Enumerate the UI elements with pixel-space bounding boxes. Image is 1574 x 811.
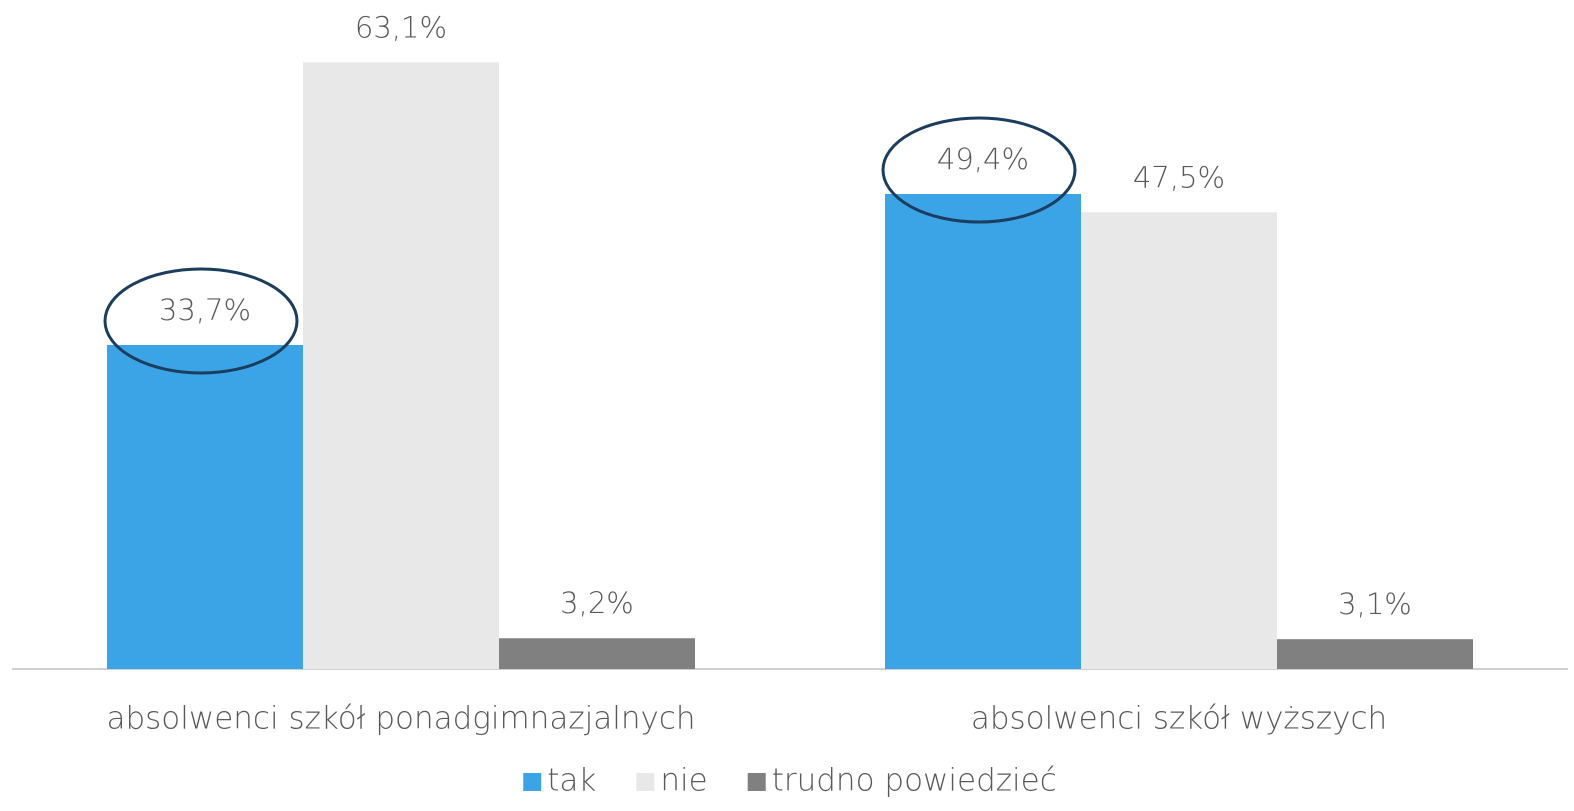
x-tick-label: absolwenci szkół ponadgimnazjalnych: [106, 701, 695, 737]
bar: [1277, 639, 1473, 669]
data-label: 49,4%: [937, 142, 1029, 176]
legend-label: tak: [547, 763, 596, 799]
bar: [499, 638, 695, 669]
legend-label: trudno powiedzieć: [772, 763, 1057, 799]
bar: [1081, 212, 1277, 669]
bar: [303, 62, 499, 670]
x-tick-label: absolwenci szkół wyższych: [971, 701, 1387, 737]
highlight-ellipse: [881, 116, 1077, 224]
data-label: 47,5%: [1133, 160, 1225, 194]
legend-label: nie: [660, 763, 707, 799]
data-label: 3,2%: [560, 586, 634, 620]
bar: [107, 344, 303, 669]
legend-swatch: [636, 773, 655, 791]
bar: [885, 194, 1081, 669]
legend: tak nie trudno powiedzieć: [523, 763, 1057, 799]
legend-swatch: [747, 773, 766, 791]
data-label: 63,1%: [355, 10, 447, 44]
highlight-ellipse: [103, 267, 299, 375]
legend-swatch: [523, 773, 542, 791]
data-label: 3,1%: [1338, 587, 1412, 621]
data-label: 33,7%: [159, 293, 251, 327]
